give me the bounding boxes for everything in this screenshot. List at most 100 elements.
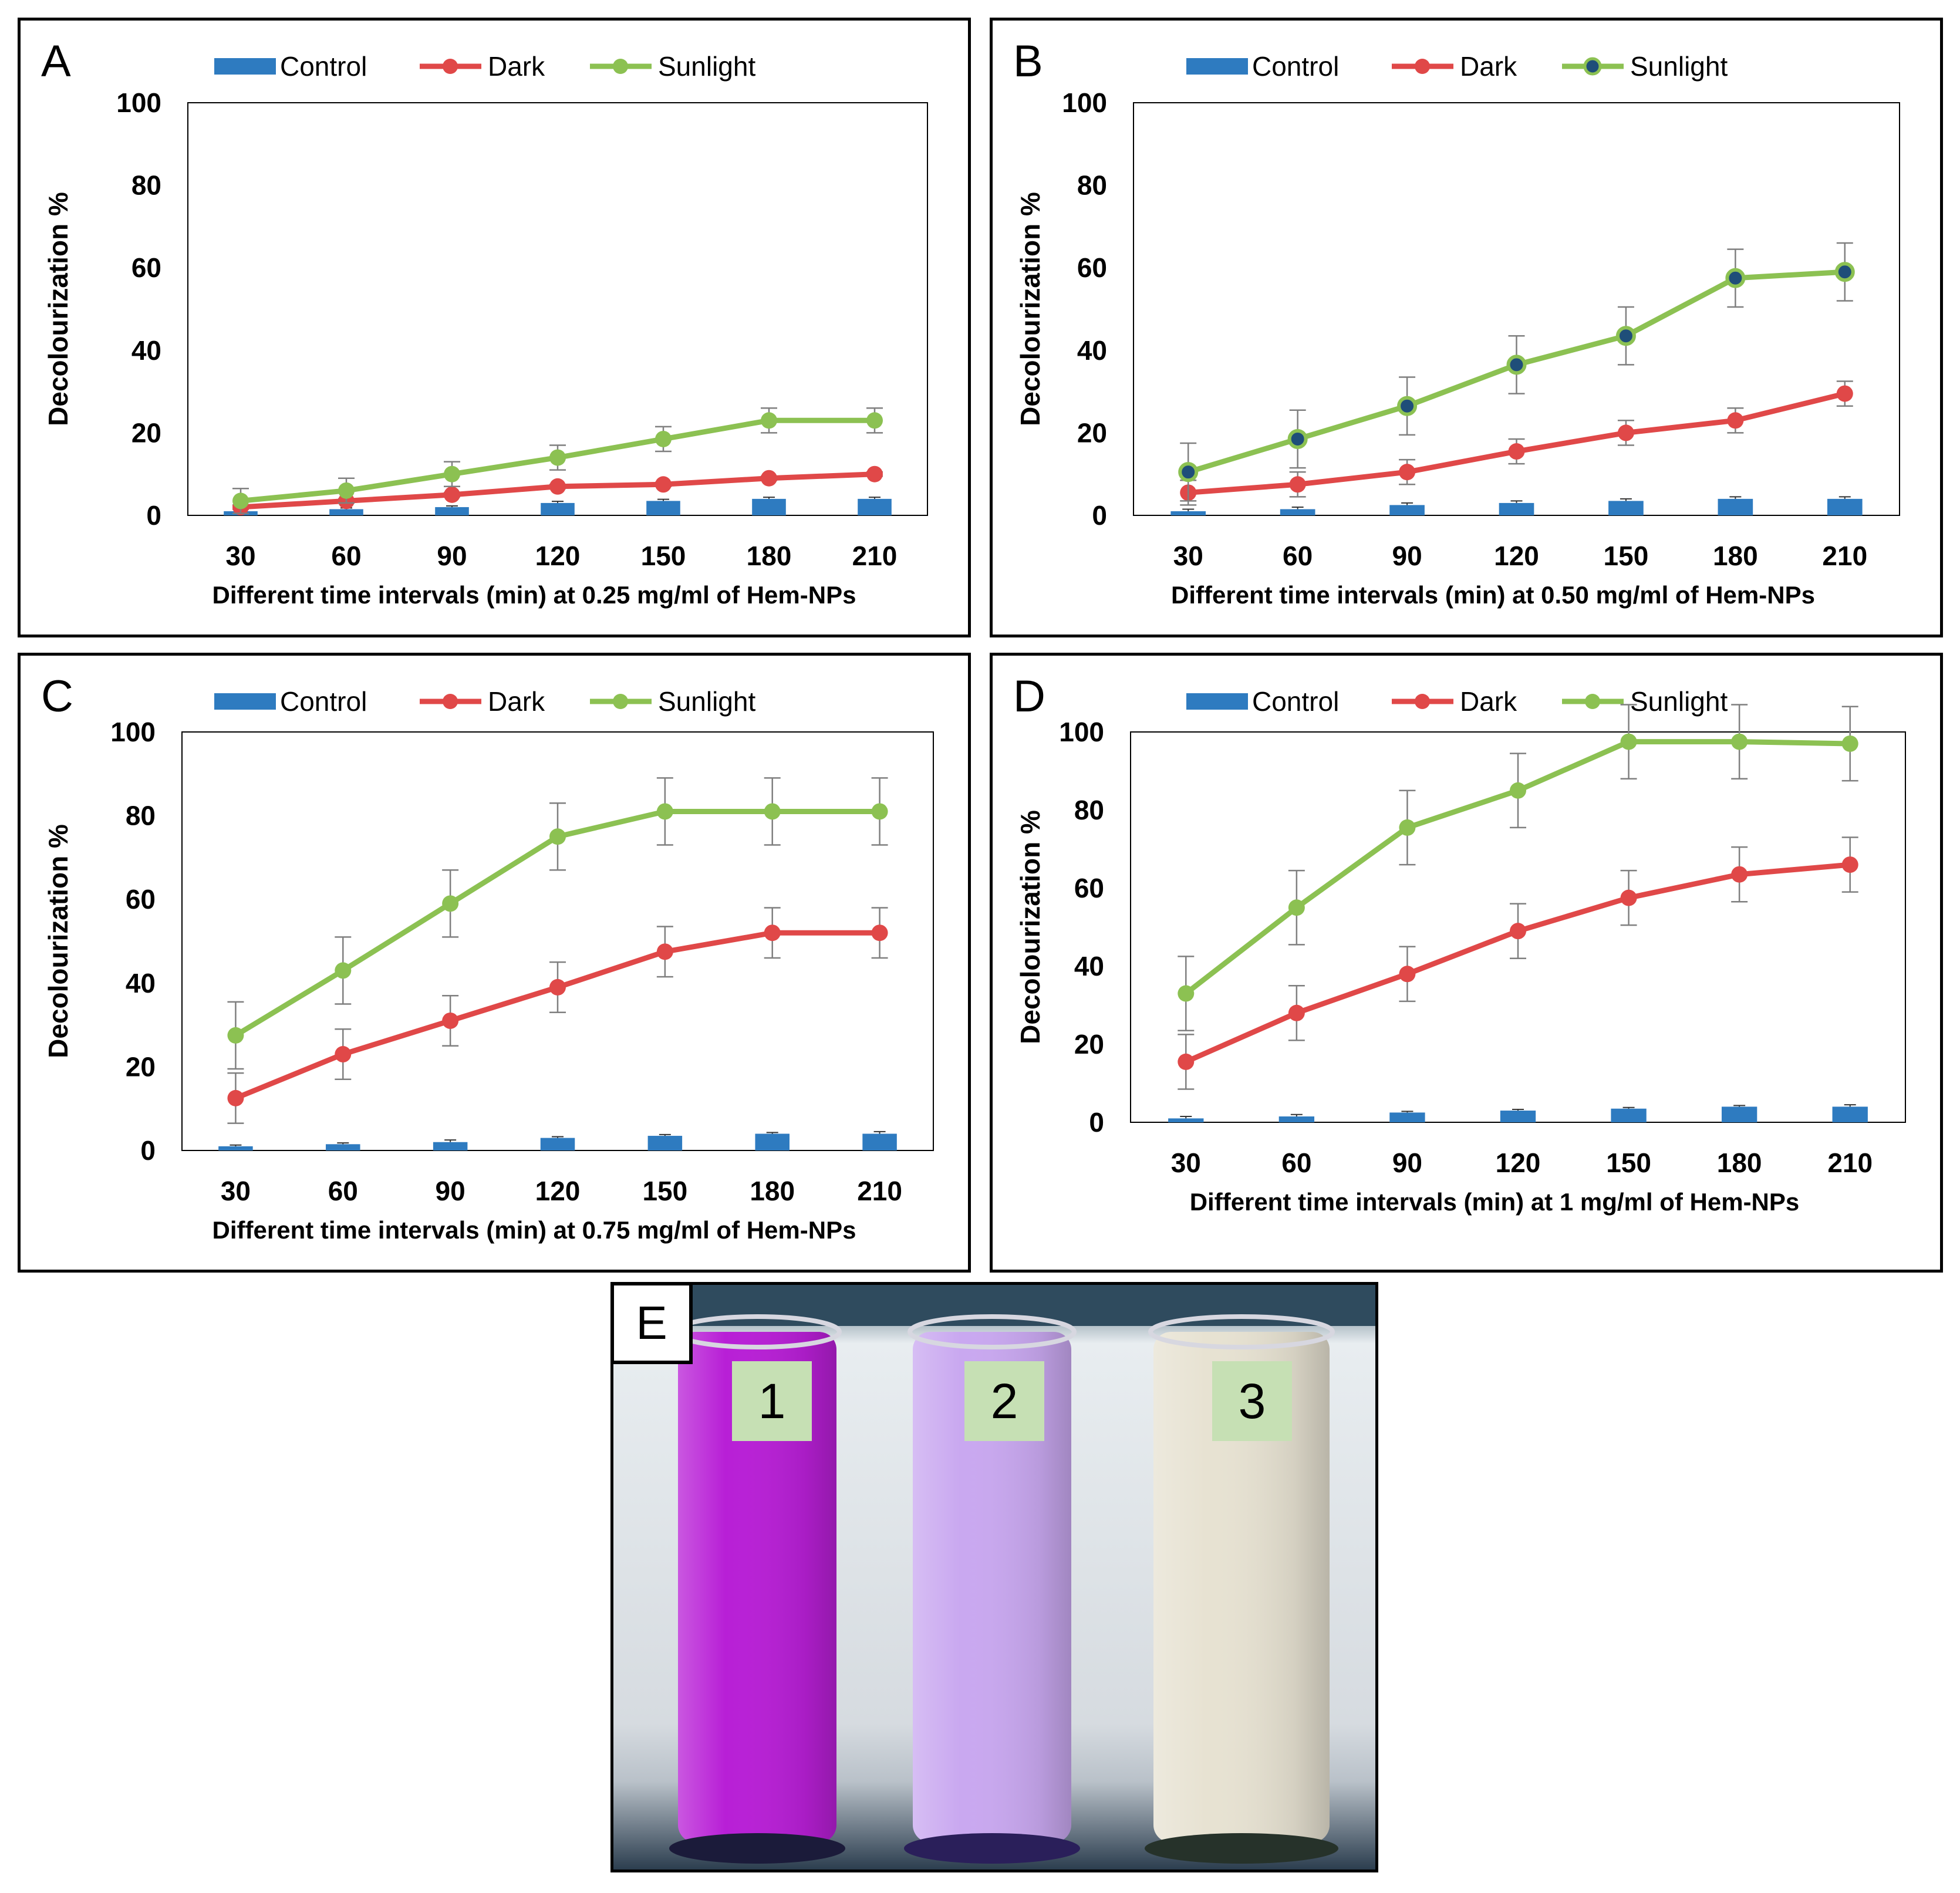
control-bar [326,1144,360,1150]
legend-label-control: Control [1252,51,1339,82]
tube-3 [1145,1314,1338,1864]
tube-label-2: 2 [964,1361,1044,1441]
dark-point [1841,856,1858,873]
x-tick-label: 60 [1283,541,1313,571]
dark-point [1178,1053,1195,1070]
tube-1 [669,1314,845,1864]
sunlight-point [1834,262,1855,282]
control-bar [1827,498,1863,515]
x-tick-label: 90 [437,541,467,571]
control-bar [218,1146,253,1150]
sunlight-point [338,482,355,499]
y-tick-label: 0 [146,500,161,531]
y-axis-label: Decolourization % [1015,192,1045,426]
y-tick-label: 60 [126,884,156,915]
control-bar [1721,1106,1757,1122]
y-tick-label: 100 [110,717,156,747]
chart-b-svg: B Control Dark Sunlight 0 20 40 60 80 100 Decolour… [1013,36,1900,609]
legend-label-sunlight: Sunlight [1630,51,1728,82]
dark-point [1289,476,1306,493]
x-tick-label: 150 [1606,1148,1651,1178]
x-tick-label: 150 [1604,541,1649,571]
legend-a: Control Dark Sunlight [214,51,755,82]
tube-2 [904,1314,1080,1864]
y-axis-label: Decolourization % [1015,810,1045,1044]
dark-point [549,478,566,495]
x-axis-label: Different time intervals (min) at 0.25 m… [212,581,856,609]
panel-label-d: D [1013,672,1045,721]
legend-marker-dark [443,694,458,709]
legend-marker-dark [1415,59,1430,74]
chart-panel-a: A Control Dark Sunlight 0 20 40 60 80 100 Decolour… [18,18,971,637]
sunlight-point [1397,396,1418,416]
panel-label-a: A [41,36,71,86]
y-tick-label: 80 [126,801,156,831]
x-tick-label: 30 [1171,1148,1201,1178]
chart-panel-b: B Control Dark Sunlight 0 20 40 60 80 100 Decolour… [990,18,1943,637]
control-bar [647,1136,683,1150]
legend-marker-sunlight [613,59,628,74]
tube-label-3: 3 [1212,1361,1292,1441]
dark-point [1731,866,1748,883]
legend-label-sunlight: Sunlight [658,51,755,82]
legend-swatch-control [1186,58,1248,75]
legend-marker-sunlight [1583,57,1602,76]
control-bar [540,1138,575,1150]
test-tube-photo: E 1 2 3 [610,1282,1378,1872]
legend-marker-sunlight [1585,694,1600,709]
x-tick-label: 30 [1173,541,1203,571]
dark-point [442,1012,459,1029]
legend-swatch-control [214,693,276,710]
legend-marker-dark [1415,694,1430,709]
dark-series-line [1185,862,1851,1065]
dark-point [335,1046,352,1063]
sunlight-point [1731,733,1748,750]
y-tick-label: 100 [1059,717,1104,747]
control-bar [646,501,680,515]
sunlight-point [442,895,459,912]
chart-a-svg: A Control Dark Sunlight 0 20 40 60 80 100 Decolour… [41,36,928,609]
y-tick-label: 20 [1074,1029,1104,1059]
sunlight-point [871,803,888,820]
plot-area-c [181,731,934,1151]
x-tick-label: 120 [535,541,581,571]
legend-label-control: Control [280,51,367,82]
sunlight-point [1841,735,1858,752]
y-tick-label: 40 [1077,335,1107,366]
legend-label-dark: Dark [488,51,545,82]
legend-label-dark: Dark [488,686,545,717]
legend-b: Control Dark Sunlight [1186,51,1728,82]
x-tick-label: 150 [641,541,686,571]
sunlight-point [1506,355,1527,375]
control-bar [1832,1106,1868,1122]
sunlight-point [232,492,249,509]
x-tick-label: 60 [331,541,361,571]
dark-series-line [234,930,880,1101]
y-tick-label: 100 [116,87,161,118]
control-bar [1389,505,1425,515]
y-tick-label: 100 [1062,87,1107,118]
y-tick-label: 40 [126,968,156,998]
panel-label-e: E [613,1285,693,1364]
x-axis-label: Different time intervals (min) at 0.50 m… [1171,581,1815,609]
panel-label-b: B [1013,36,1043,86]
y-tick-label: 20 [1077,417,1107,448]
x-tick-label: 180 [1713,541,1758,571]
control-bar [1389,1112,1425,1122]
y-tick-label: 0 [1089,1107,1104,1138]
sunlight-point [444,465,460,482]
control-bar [1170,511,1206,515]
sunlight-point [549,449,566,466]
y-tick-label: 0 [140,1135,156,1166]
control-bar [1168,1118,1204,1122]
y-axis-label: Decolourization % [43,824,73,1058]
dark-point [1288,1004,1305,1021]
control-bar [435,507,469,515]
dark-point [549,978,566,996]
sunlight-point [1399,819,1416,836]
sunlight-point [335,962,352,979]
legend-label-control: Control [1252,686,1339,717]
dark-point [1620,889,1637,906]
chart-d-svg: D Control Dark Sunlight 0 20 40 60 80 100 Decolour… [1013,672,1906,1216]
sunlight-point [1288,899,1305,916]
